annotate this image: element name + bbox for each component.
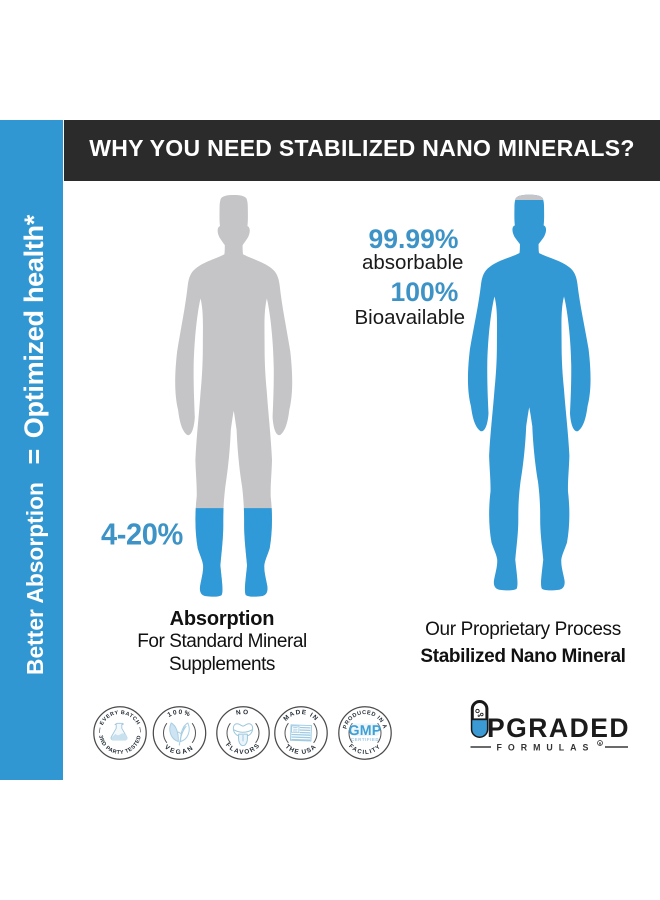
svg-text:CERTIFIED: CERTIFIED: [351, 737, 379, 742]
svg-text:R: R: [599, 742, 602, 746]
svg-text:GMP: GMP: [349, 723, 382, 739]
svg-text:PGRADED: PGRADED: [487, 713, 630, 743]
svg-text:100%: 100%: [167, 709, 193, 719]
svg-text:NO: NO: [236, 709, 251, 717]
svg-text:FORMULAS: FORMULAS: [497, 743, 595, 753]
